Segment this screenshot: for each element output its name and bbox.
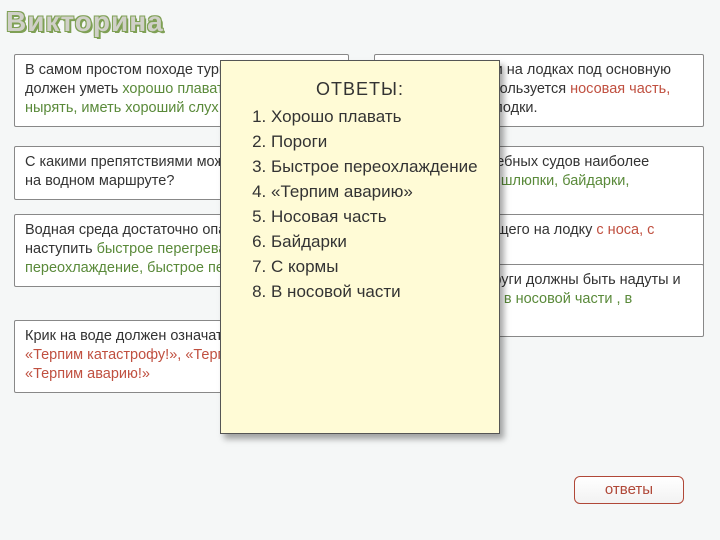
answer-item: Пороги bbox=[271, 131, 485, 154]
page-title: Викторина bbox=[6, 6, 164, 38]
answers-panel: ОТВЕТЫ: Хорошо плавать Пороги Быстрое пе… bbox=[220, 60, 500, 434]
card-text-tail: лодки. bbox=[494, 100, 537, 116]
answer-item: Байдарки bbox=[271, 231, 485, 254]
answer-item: С кормы bbox=[271, 256, 485, 279]
answer-item: В носовой части bbox=[271, 281, 485, 304]
answers-header: ОТВЕТЫ: bbox=[235, 79, 485, 100]
answer-item: Хорошо плавать bbox=[271, 106, 485, 129]
answer-item: Носовая часть bbox=[271, 206, 485, 229]
answers-button[interactable]: ответы bbox=[574, 476, 684, 504]
answer-item: Быстрое переохлаждение bbox=[271, 156, 485, 179]
answer-item: «Терпим аварию» bbox=[271, 181, 485, 204]
answers-list: Хорошо плавать Пороги Быстрое переохлажд… bbox=[251, 106, 485, 304]
